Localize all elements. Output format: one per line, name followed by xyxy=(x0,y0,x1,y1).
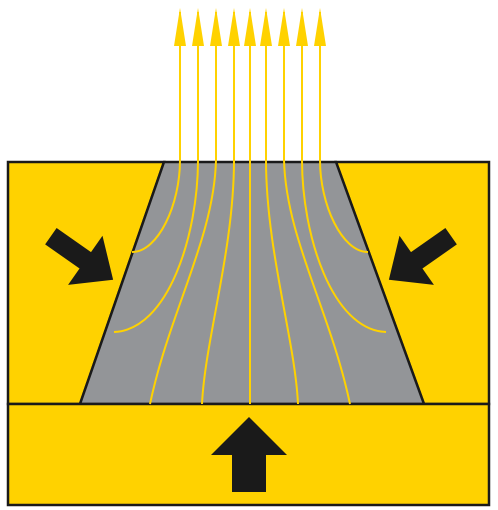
flow-line xyxy=(265,12,299,405)
flow-line xyxy=(283,12,351,405)
flow-line xyxy=(113,12,199,333)
flow-line xyxy=(131,12,181,253)
flow-arrowhead-icon xyxy=(296,8,308,46)
arrow-down-left-icon xyxy=(388,228,457,285)
flow-arrowhead-icon xyxy=(244,8,256,46)
arrow-down-right-icon xyxy=(45,228,114,285)
flow-arrowhead-icon xyxy=(174,8,186,46)
flow-arrowheads xyxy=(174,8,326,46)
flow-arrowhead-icon xyxy=(314,8,326,46)
flow-arrowhead-icon xyxy=(192,8,204,46)
flow-arrowhead-icon xyxy=(260,8,272,46)
flow-line xyxy=(301,12,387,333)
flow-line xyxy=(201,12,235,405)
flow-line xyxy=(149,12,217,405)
flow-arrowhead-icon xyxy=(228,8,240,46)
flow-lines xyxy=(113,12,387,405)
flow-arrowhead-icon xyxy=(210,8,222,46)
flow-arrowhead-icon xyxy=(278,8,290,46)
arrow-up-icon xyxy=(211,417,287,492)
flow-line xyxy=(319,12,369,253)
